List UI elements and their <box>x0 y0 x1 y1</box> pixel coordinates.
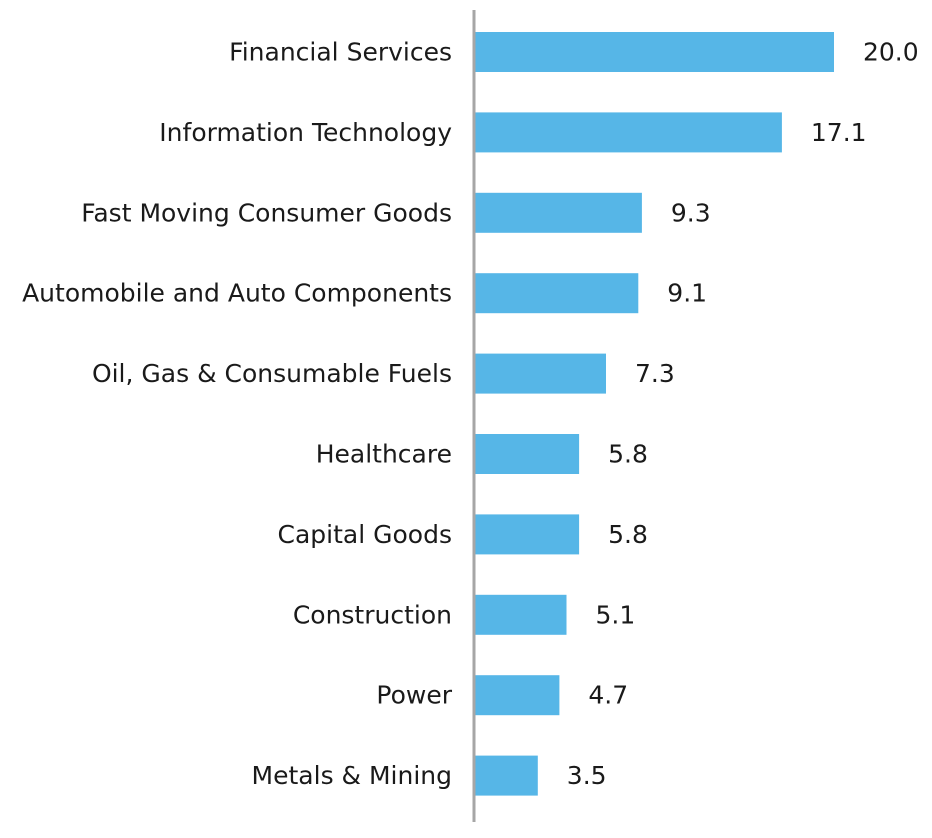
bar-0 <box>475 32 834 72</box>
labels-layer: Financial Services 20.0 Information Techno… <box>22 38 919 791</box>
bars-layer <box>475 32 834 796</box>
value-label-3: 9.1 <box>667 279 707 308</box>
value-label-1: 17.1 <box>811 118 867 147</box>
category-label-2: Fast Moving Consumer Goods <box>81 198 452 227</box>
bar-1 <box>475 112 782 153</box>
bar-7 <box>475 594 567 635</box>
value-label-0: 20.0 <box>863 38 919 67</box>
value-label-7: 5.1 <box>596 600 636 629</box>
value-label-6: 5.8 <box>608 520 648 549</box>
bar-3 <box>475 273 639 314</box>
category-label-8: Power <box>376 681 452 710</box>
value-label-2: 9.3 <box>671 198 711 227</box>
category-label-7: Construction <box>293 600 452 629</box>
category-label-6: Capital Goods <box>278 520 452 549</box>
category-label-4: Oil, Gas & Consumable Fuels <box>92 359 452 388</box>
value-label-9: 3.5 <box>567 761 607 790</box>
value-label-8: 4.7 <box>588 681 628 710</box>
value-label-5: 5.8 <box>608 440 648 469</box>
category-label-0: Financial Services <box>229 38 452 67</box>
value-label-4: 7.3 <box>635 359 675 388</box>
bar-4 <box>475 353 606 394</box>
category-label-9: Metals & Mining <box>252 761 452 790</box>
category-label-5: Healthcare <box>316 440 452 469</box>
bar-2 <box>475 192 642 233</box>
category-label-3: Automobile and Auto Components <box>22 279 452 308</box>
bar-9 <box>475 755 538 796</box>
bar-8 <box>475 675 560 716</box>
bar-6 <box>475 514 580 555</box>
bar-5 <box>475 434 580 474</box>
category-label-1: Information Technology <box>159 118 452 147</box>
